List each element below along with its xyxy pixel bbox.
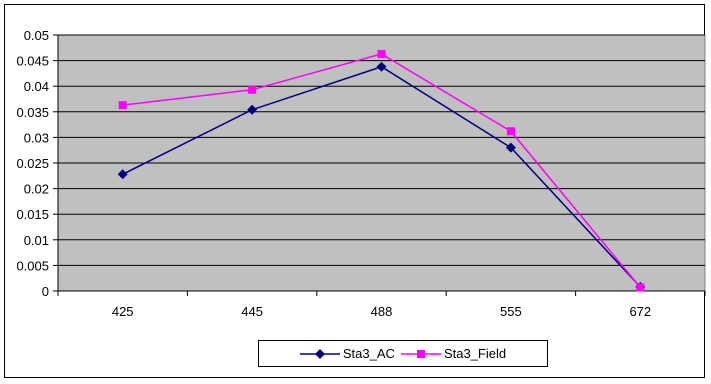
- x-tick-label-3: 555: [500, 304, 522, 319]
- series-1-point-3: [506, 127, 515, 136]
- legend-swatch-series-1: [400, 349, 441, 358]
- series-1-point-4: [636, 283, 645, 292]
- series-1-point-1: [248, 85, 257, 94]
- y-tick-label-8: 0.04: [24, 79, 49, 94]
- legend: Sta3_AC Sta3_Field: [258, 340, 548, 367]
- y-tick-label-10: 0.05: [24, 28, 49, 43]
- series-0-point-2: [376, 61, 387, 72]
- legend-label-series-0: Sta3_AC: [342, 346, 395, 361]
- series-1-point-2: [377, 49, 386, 58]
- y-tick-label-7: 0.035: [16, 105, 49, 120]
- x-tick-label-4: 672: [629, 304, 651, 319]
- series-0-point-3: [505, 142, 516, 153]
- y-tick-label-5: 0.025: [16, 156, 49, 171]
- legend-item-series-1: Sta3_Field: [400, 346, 507, 361]
- y-tick-label-0: 0: [42, 284, 49, 299]
- legend-label-series-1: Sta3_Field: [443, 346, 507, 361]
- chart-area: 0 0.005 0.01 0.015 0.02 0.025 0.03 0.035 0.04 0.0…: [4, 4, 706, 378]
- legend-item-series-0: Sta3_AC: [299, 346, 395, 361]
- line-chart: 0 0.005 0.01 0.015 0.02 0.025 0.03 0.035 0.04 0.0…: [16, 28, 706, 319]
- x-tick-label-1: 445: [241, 304, 263, 319]
- x-tick-label-0: 425: [112, 304, 134, 319]
- series-1-point-0: [118, 101, 127, 110]
- y-tick-label-9: 0.045: [16, 54, 49, 69]
- y-tick-label-4: 0.02: [24, 182, 49, 197]
- x-tick-label-2: 488: [371, 304, 393, 319]
- series-0-point-0: [117, 169, 128, 180]
- y-tick-label-2: 0.01: [24, 233, 49, 248]
- y-tick-label-6: 0.03: [24, 130, 49, 145]
- series-0-point-1: [247, 104, 258, 115]
- y-tick-label-1: 0.005: [16, 258, 49, 273]
- legend-swatch-series-0: [299, 348, 340, 359]
- y-tick-label-3: 0.015: [16, 207, 49, 222]
